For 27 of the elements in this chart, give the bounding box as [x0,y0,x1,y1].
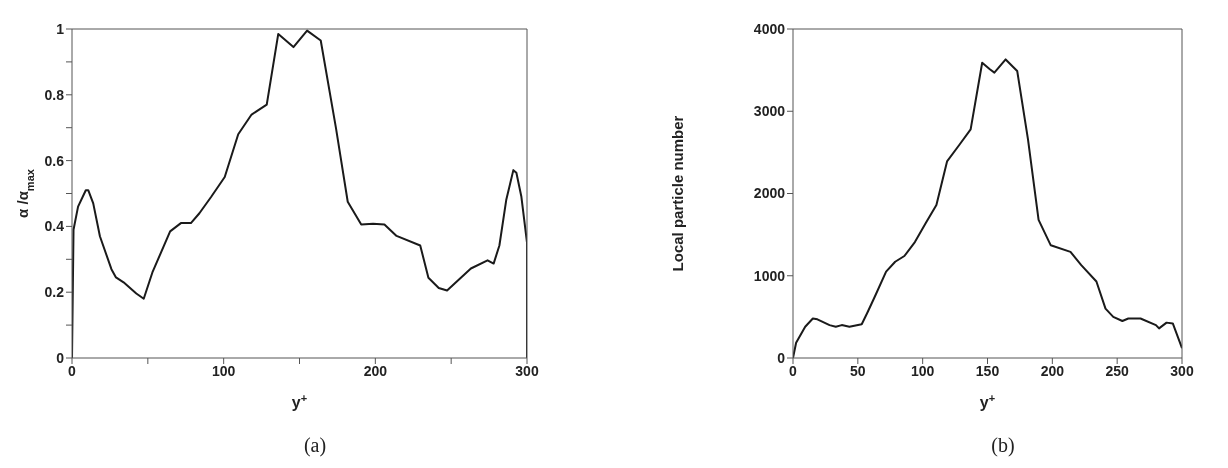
y-tick-label: 0.8 [44,86,65,103]
y-tick-label: 1000 [753,267,786,284]
y-tick-label: 0.2 [44,284,65,301]
y-tick-label: 0 [56,349,65,366]
x-tick-label: 0 [68,362,77,379]
y-tick-label: 0.4 [44,218,65,235]
y-tick-label: 3000 [753,103,786,120]
x-tick-label: 50 [850,362,866,379]
x-axis-title: y$^{+}$ [291,392,308,411]
x-tick-label: 200 [1040,362,1065,379]
text: (a) [302,434,328,457]
text: (b) [990,434,1016,457]
x-tick-label: 150 [975,362,1000,379]
x-tick-label: 100 [910,362,935,379]
x-tick-label: 300 [515,362,539,379]
y-tick-label: 4000 [753,20,786,37]
y-tick-label: 1 [56,20,65,37]
y-axis-title: Local particle number [669,115,686,272]
x-tick-label: 0 [789,362,798,379]
y-tick-label: 0.6 [44,152,65,169]
x-tick-label: 100 [211,362,236,379]
y-tick-label: 0 [777,349,786,366]
y-tick-label: 2000 [753,185,786,202]
x-tick-label: 200 [363,362,388,379]
x-tick-label: 300 [1170,362,1194,379]
x-axis-title: y$^{+}$ [979,392,996,411]
x-tick-label: 250 [1105,362,1130,379]
